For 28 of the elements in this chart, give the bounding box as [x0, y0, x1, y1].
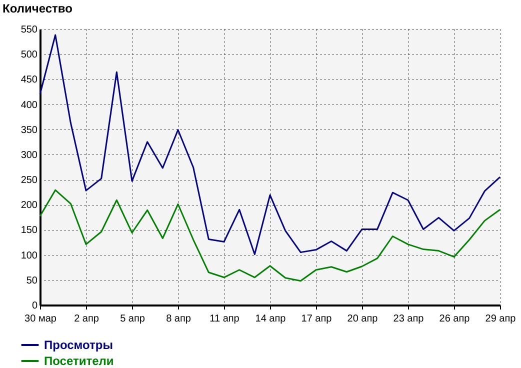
x-tick-label: 23 апр	[393, 314, 424, 324]
legend-label: Просмотры	[44, 338, 114, 352]
line-series	[39, 189, 501, 282]
x-tick-label: 2 апр	[74, 314, 100, 324]
x-tick-label: 5 апр	[120, 314, 146, 324]
y-tick-label: 550	[20, 24, 38, 36]
x-tick-label: 8 апр	[166, 314, 192, 324]
y-tick-label: 300	[20, 150, 38, 161]
y-tick-label: 250	[20, 175, 38, 186]
x-tick-label: 14 апр	[255, 314, 286, 324]
y-tick-label: 500	[20, 50, 38, 61]
y-tick-label: 50	[26, 275, 38, 286]
y-tick-label: 200	[20, 200, 38, 212]
y-axis-title: Количество	[2, 2, 72, 16]
y-tick-label: 150	[20, 225, 38, 236]
y-tick-label: 0	[32, 300, 38, 312]
legend-label: Посетители	[44, 354, 114, 368]
y-tick-label: 400	[20, 100, 38, 111]
x-tick-label: 20 апр	[347, 314, 378, 324]
y-tick-label: 100	[20, 250, 38, 262]
x-tick-label: 30 мар	[24, 314, 57, 324]
x-tick-label: 26 апр	[439, 314, 470, 324]
x-tick-label: 29 апр	[485, 314, 516, 324]
x-tick-label: 11 апр	[210, 314, 240, 324]
line-series	[39, 34, 501, 256]
x-tick-label: 17 апр	[301, 314, 332, 324]
y-tick-label: 350	[20, 124, 38, 136]
y-tick-label: 450	[20, 74, 38, 86]
